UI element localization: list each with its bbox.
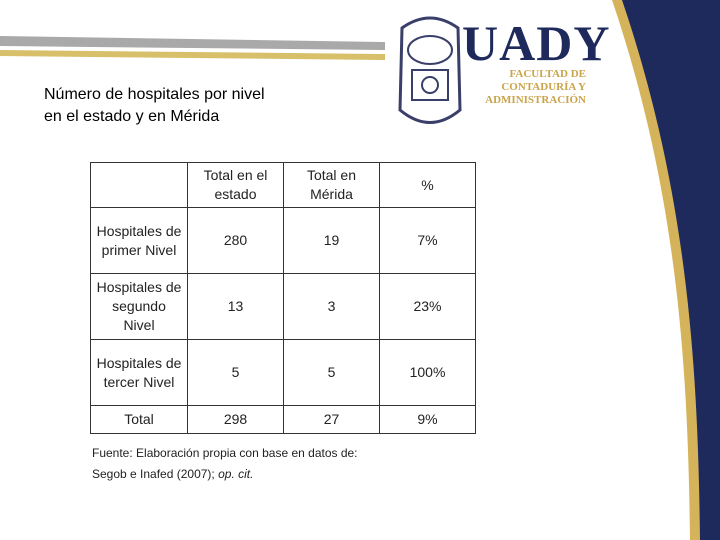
brand: UADY [462, 15, 611, 71]
table: Total en el estado Total en Mérida% Hospit… [90, 162, 476, 434]
source-line: Segob e Inafed (2007); op. cit. [92, 464, 358, 485]
source-text: Segob e Inafed (2007); [92, 467, 219, 481]
table-row: Hospitales de primer Nivel 280 19 7% [90, 207, 476, 274]
title: Número de hospitales por nivel en el est… [44, 84, 265, 128]
navy-band [622, 0, 720, 540]
header-row: Total en el estado Total en Mérida% [90, 162, 476, 208]
source: Fuente: Elaboración propia con base en d… [92, 443, 358, 485]
column-header: Total en el estado [187, 162, 284, 208]
faculty-line: CONTADURÍA Y [501, 81, 586, 93]
cell: 280 [187, 207, 284, 274]
cell: 9% [379, 405, 476, 434]
gold-stripe [0, 50, 385, 60]
cell: 100% [379, 339, 476, 406]
row-label: Hospitales de tercer Nivel [90, 339, 188, 406]
cell: 13 [187, 273, 284, 340]
cell: 3 [283, 273, 380, 340]
table-row: Hospitales de segundo Nivel 13 3 23% [90, 273, 476, 340]
gray-stripe [0, 36, 385, 50]
cell: 23% [379, 273, 476, 340]
row-label: Hospitales de segundo Nivel [90, 273, 188, 340]
faculty-line: FACULTAD DE [509, 68, 586, 80]
source-cite: op. cit. [218, 467, 254, 481]
corner-cell [90, 162, 188, 208]
cell: 7% [379, 207, 476, 274]
table-row: Hospitales de tercer Nivel 5 5 100% [90, 339, 476, 406]
column-header: Total en Mérida [283, 162, 380, 208]
column-header: % [379, 162, 476, 208]
cell: 5 [283, 339, 380, 406]
row-label: Total [90, 405, 188, 434]
table-row: Total 298 27 9% [90, 405, 476, 434]
source-line: Fuente: Elaboración propia con base en d… [92, 446, 358, 460]
cell: 19 [283, 207, 380, 274]
faculty: FACULTAD DE CONTADURÍA Y ADMINISTRACIÓN [474, 68, 586, 107]
cell: 27 [283, 405, 380, 434]
cell: 5 [187, 339, 284, 406]
row-label: Hospitales de primer Nivel [90, 207, 188, 274]
cell: 298 [187, 405, 284, 434]
faculty-line: ADMINISTRACIÓN [485, 94, 586, 106]
seal [398, 16, 462, 124]
title-line: en el estado y en Mérida [44, 108, 220, 125]
title-line: Número de hospitales por nivel [44, 86, 265, 103]
